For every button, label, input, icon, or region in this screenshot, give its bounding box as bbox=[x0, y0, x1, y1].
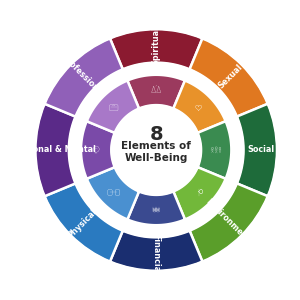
Polygon shape bbox=[173, 80, 226, 133]
Text: Elements of: Elements of bbox=[121, 141, 191, 152]
Text: Physical: Physical bbox=[66, 207, 99, 240]
Polygon shape bbox=[173, 167, 226, 220]
Text: Social: Social bbox=[247, 146, 274, 154]
Text: Sexual: Sexual bbox=[216, 62, 244, 90]
Polygon shape bbox=[110, 231, 202, 271]
Polygon shape bbox=[87, 167, 139, 220]
Text: 8: 8 bbox=[149, 125, 163, 144]
Polygon shape bbox=[110, 29, 202, 69]
Polygon shape bbox=[198, 121, 231, 179]
Polygon shape bbox=[81, 121, 115, 179]
Polygon shape bbox=[190, 38, 268, 117]
Text: Spiritual: Spiritual bbox=[152, 26, 161, 65]
Circle shape bbox=[69, 63, 244, 237]
Text: Well-Being: Well-Being bbox=[124, 154, 188, 164]
Polygon shape bbox=[237, 103, 278, 196]
Text: Professional: Professional bbox=[59, 53, 105, 99]
Polygon shape bbox=[35, 103, 76, 196]
Polygon shape bbox=[128, 75, 185, 109]
Polygon shape bbox=[128, 191, 185, 225]
Polygon shape bbox=[190, 183, 268, 262]
Text: Environmental: Environmental bbox=[203, 197, 256, 250]
Polygon shape bbox=[87, 80, 139, 133]
Text: Financial: Financial bbox=[152, 234, 161, 275]
Polygon shape bbox=[44, 38, 123, 117]
Polygon shape bbox=[44, 183, 123, 262]
Text: Emotional & Mental: Emotional & Mental bbox=[8, 146, 96, 154]
Circle shape bbox=[35, 29, 278, 271]
Circle shape bbox=[111, 105, 201, 195]
